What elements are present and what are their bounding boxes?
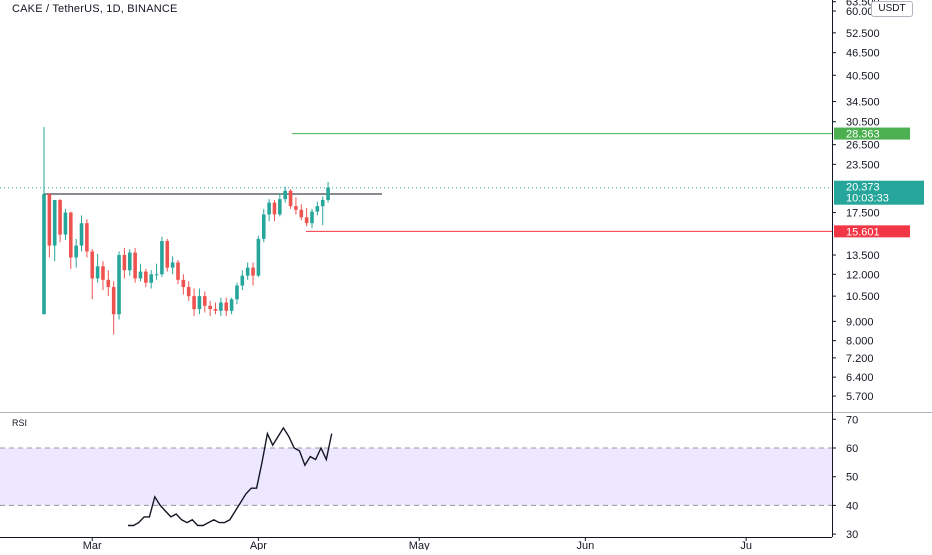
candle-body xyxy=(165,241,170,268)
current-price-label: 20.373 xyxy=(846,182,880,194)
symbol-title: CAKE / TetherUS, 1D, BINANCE xyxy=(12,3,178,15)
time-axis-label: May xyxy=(409,540,430,550)
candle-body xyxy=(240,275,245,286)
rsi-label: RSI xyxy=(12,418,28,428)
candle-body xyxy=(256,238,261,276)
price-axis-tick-label: 30.500 xyxy=(846,117,880,129)
rsi-axis-tick-label: 30 xyxy=(846,529,858,541)
candle-body xyxy=(224,302,229,311)
candle-body xyxy=(283,190,287,200)
candle-body xyxy=(299,209,304,218)
candle-body xyxy=(101,266,105,280)
candle-body xyxy=(229,299,234,311)
target-price-label: 28.363 xyxy=(846,129,880,141)
candle-body xyxy=(213,309,218,311)
price-axis-tick-label: 40.500 xyxy=(846,70,880,82)
price-axis-tick-label: 26.500 xyxy=(846,140,880,152)
rsi-band xyxy=(0,448,832,506)
candle-body xyxy=(288,190,293,207)
candle-body xyxy=(69,212,73,258)
candle-body xyxy=(235,285,239,300)
stop-price-label: 15.601 xyxy=(846,226,880,238)
candle-body xyxy=(203,296,207,306)
candle-body xyxy=(170,262,175,268)
candle-body xyxy=(144,271,148,283)
price-axis-tick-label: 7.200 xyxy=(846,353,874,365)
candle-body xyxy=(52,199,57,246)
candle-body xyxy=(127,252,132,271)
candle-body xyxy=(117,255,121,315)
price-axis-tick-label: 5.700 xyxy=(846,391,874,403)
price-axis-tick-label: 6.400 xyxy=(846,372,874,384)
candle-body xyxy=(208,305,212,310)
currency-button[interactable]: USDT xyxy=(871,1,913,17)
price-axis-tick-label: 17.500 xyxy=(846,208,880,220)
time-axis-label: Ju xyxy=(740,540,752,550)
current-price-label-bg xyxy=(834,180,924,205)
candle-body xyxy=(176,262,180,280)
price-axis-tick-label: 46.500 xyxy=(846,48,880,60)
rsi-axis-tick-label: 60 xyxy=(846,443,858,455)
candles-group xyxy=(42,127,330,335)
rsi-axis-tick-label: 50 xyxy=(846,472,858,484)
candle-body xyxy=(79,223,84,246)
candle-body xyxy=(138,271,143,279)
candle-body xyxy=(267,202,271,215)
target-price-label-bg xyxy=(834,127,910,140)
price-axis-tick-label: 63.500 xyxy=(846,0,880,9)
candle-body xyxy=(47,194,52,246)
time-axis-label: Apr xyxy=(250,540,267,550)
candle-body xyxy=(63,212,68,235)
candle-body xyxy=(245,267,250,276)
candle-body xyxy=(294,206,298,210)
candle-body xyxy=(326,187,330,200)
candle-body xyxy=(197,296,202,310)
price-axis-tick-label: 23.500 xyxy=(846,159,880,171)
candle-body xyxy=(154,274,159,276)
candle-body xyxy=(74,245,78,258)
candle-body xyxy=(95,266,100,279)
candle-body xyxy=(58,199,62,235)
price-axis-tick-label: 13.500 xyxy=(846,250,880,262)
candle-body xyxy=(85,223,89,252)
candle-body xyxy=(272,202,277,215)
candle-body xyxy=(186,287,191,297)
rsi-axis-tick-label: 40 xyxy=(846,500,858,512)
candle-body xyxy=(90,251,95,279)
time-axis-label: Jun xyxy=(576,540,594,550)
rsi-line xyxy=(128,426,333,527)
candle-body xyxy=(219,302,223,311)
candle-body xyxy=(106,279,111,288)
price-axis-tick-label: 8.000 xyxy=(846,336,874,348)
candle-body xyxy=(315,206,320,212)
candle-body xyxy=(111,287,116,315)
stop-price-label-bg xyxy=(834,225,910,238)
price-axis-tick-label: 52.500 xyxy=(846,28,880,40)
candle-body xyxy=(278,199,282,215)
price-axis-tick-label: 10.500 xyxy=(846,291,880,303)
candle-body xyxy=(160,241,164,275)
countdown-label: 10:03:33 xyxy=(846,193,889,205)
candle-body xyxy=(122,255,127,271)
candle-body xyxy=(133,252,137,279)
time-axis-label: Mar xyxy=(83,540,102,550)
candle-body xyxy=(181,279,186,288)
candle-body xyxy=(42,194,46,315)
candle-body xyxy=(192,296,196,310)
price-axis-tick-label: 12.000 xyxy=(846,269,880,281)
price-axis-tick-label: 9.000 xyxy=(846,316,874,328)
candle-body xyxy=(310,211,314,224)
candle-body xyxy=(251,267,255,276)
price-axis-tick-label: 34.500 xyxy=(846,97,880,109)
candle-body xyxy=(261,214,266,239)
candle-body xyxy=(320,199,325,207)
rsi-axis-tick-label: 70 xyxy=(846,414,858,426)
candle-body xyxy=(304,217,309,224)
candle-body xyxy=(149,274,153,283)
